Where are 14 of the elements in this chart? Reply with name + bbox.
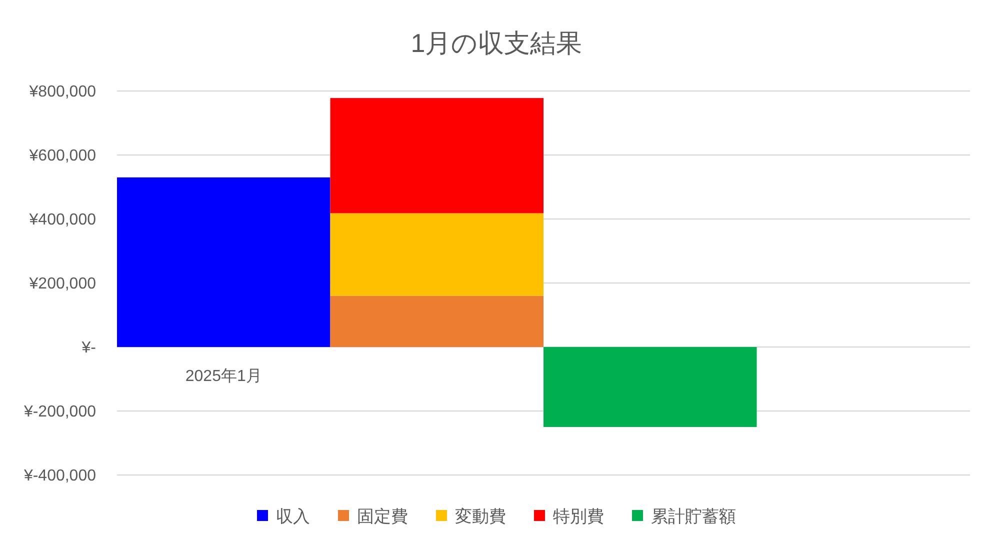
y-tick-label: ¥600,000: [28, 148, 96, 164]
x-tick-label: 2025年1月: [185, 368, 262, 385]
y-tick-label: ¥400,000: [28, 212, 96, 228]
legend-label: 変動費: [455, 507, 506, 526]
y-tick-label: ¥800,000: [28, 84, 96, 100]
legend-label: 収入: [276, 507, 310, 526]
legend-label: 累計貯蓄額: [651, 507, 736, 526]
legend-label: 特別費: [553, 507, 604, 526]
y-tick-label: ¥-: [80, 340, 96, 356]
y-tick-label: ¥-200,000: [22, 404, 96, 420]
title: 1月の収支結果: [410, 28, 582, 58]
legend-label: 固定費: [357, 507, 408, 526]
y-tick-label: ¥-400,000: [22, 468, 96, 484]
y-tick-label: ¥200,000: [28, 276, 96, 292]
